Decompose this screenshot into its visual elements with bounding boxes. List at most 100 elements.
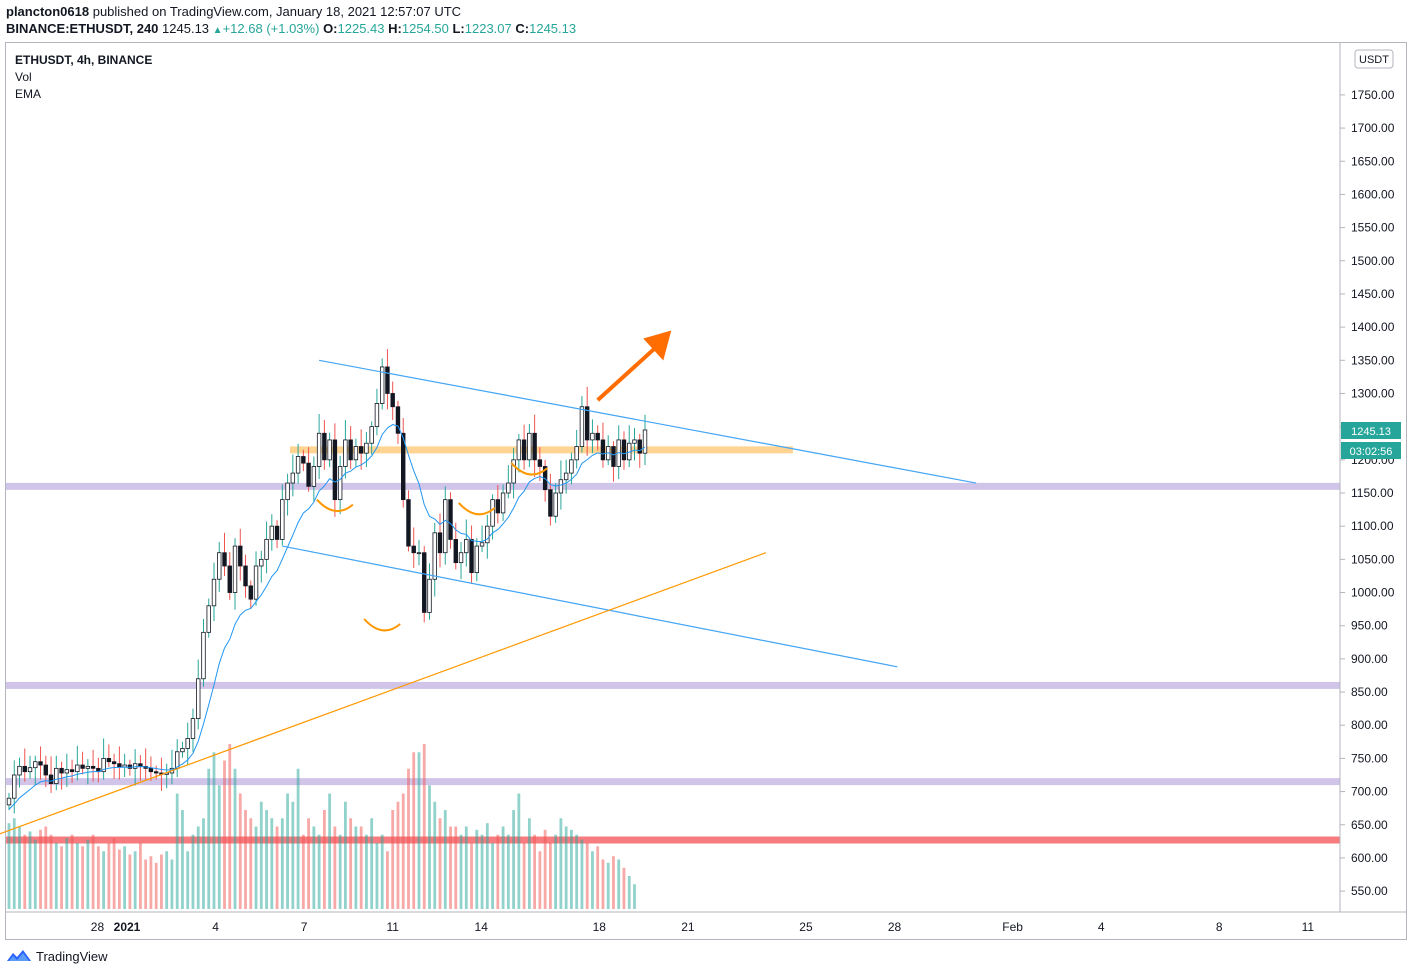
volume-bar [407, 768, 410, 909]
volume-bar [512, 810, 515, 909]
volume-bar [543, 829, 547, 909]
tradingview-logo-icon [7, 950, 31, 961]
price-axis: 550.00 600.00 650.00 700.00 750.00 800.00 850.… [1340, 88, 1395, 898]
volume-bar [96, 846, 100, 909]
time-tick-label: 28 [91, 920, 105, 934]
up-arrow-icon: ▲ [212, 25, 223, 36]
candle-body [232, 545, 238, 593]
candle-body [537, 459, 543, 467]
candle-body [590, 432, 595, 441]
candle-body [432, 532, 437, 580]
purple-support-zone [6, 778, 1340, 786]
volume-bar [238, 793, 242, 909]
blue-trendline [319, 359, 977, 484]
time-tick-label: 2021 [114, 920, 141, 934]
candle-body [358, 446, 364, 454]
volume-bar [181, 810, 184, 909]
volume-bar [506, 834, 510, 909]
candle-body [642, 429, 648, 454]
orange-resistance-band [290, 446, 793, 454]
candle-body [548, 489, 553, 517]
volume-bar [249, 818, 253, 909]
volume-bar [75, 843, 79, 909]
candle-body [101, 758, 106, 773]
price-tick-label: 1600.00 [1351, 187, 1395, 201]
red-support-zone [6, 836, 1340, 844]
volume-bar [475, 829, 479, 909]
candle-body [274, 525, 280, 540]
candle-body [574, 446, 579, 461]
pattern-arc [363, 618, 401, 632]
legend-symbol[interactable]: ETHUSDT, 4h, BINANCE [15, 53, 153, 67]
candle-body [306, 462, 311, 487]
price-tick-label: 850.00 [1351, 685, 1388, 699]
candle-body [222, 552, 227, 567]
volume-bar [470, 843, 473, 909]
open-label: O: [323, 21, 338, 36]
candle-body [353, 446, 359, 461]
candle-body [563, 472, 569, 481]
candle-body [553, 492, 558, 517]
blue-trendline [282, 545, 898, 668]
time-tick-label: 8 [1216, 920, 1223, 934]
volume-bar [380, 834, 384, 909]
high-label: H: [388, 21, 402, 36]
volume-bar [117, 849, 121, 909]
candle-body [343, 439, 348, 467]
volume-bar [286, 793, 289, 909]
volume-bar [612, 856, 615, 909]
legend-ema[interactable]: EMA [15, 87, 42, 101]
volume-bar [39, 829, 42, 909]
volume-bar [154, 862, 158, 909]
volume-bar [86, 839, 90, 909]
candle-body [217, 552, 222, 580]
volume-bar [296, 768, 300, 909]
candle-body [464, 539, 469, 554]
volume-bar [365, 834, 368, 909]
candle-body [422, 552, 427, 613]
currency-badge[interactable]: USDT [1354, 49, 1394, 69]
candle-body [295, 456, 301, 474]
volume-bar [317, 834, 321, 909]
symbol-label: BINANCE:ETHUSDT, 240 [6, 21, 159, 36]
purple-support-zone [6, 482, 1340, 490]
candle-body [85, 765, 91, 769]
candle-body [322, 432, 327, 461]
price-tick-label: 1000.00 [1351, 586, 1395, 600]
volume-bar [449, 826, 452, 909]
volume-bar [585, 843, 589, 909]
volume-bar [322, 810, 326, 909]
tradingview-footer[interactable]: TradingView [6, 948, 108, 964]
candle-body [54, 767, 59, 785]
volume-bar [312, 826, 316, 909]
volume-bar [275, 826, 279, 909]
volume-bar [44, 826, 48, 909]
last-price-tag: 1245.13 03:02:56 [1341, 422, 1401, 459]
candle-body [227, 565, 232, 593]
candle-body [153, 771, 159, 774]
candle-body [569, 459, 574, 474]
candle-body [280, 499, 285, 540]
candle-body [611, 446, 616, 467]
legend-volume[interactable]: Vol [15, 70, 32, 84]
orange-trendline [0, 552, 767, 835]
time-tick-label: 11 [1302, 920, 1315, 934]
candle-body [406, 499, 411, 547]
volume-bar [244, 810, 247, 909]
volume-bar [438, 818, 442, 909]
volume-bar [570, 829, 573, 909]
author-name[interactable]: plancton0618 [6, 4, 90, 19]
candle-body [364, 442, 369, 454]
volume-bar [165, 851, 169, 909]
pattern-arc [458, 502, 496, 516]
chart-frame[interactable] [5, 42, 1407, 940]
volume-bar [280, 818, 284, 909]
volume-bar [480, 834, 484, 909]
price-tick-label: 1500.00 [1351, 254, 1395, 268]
low-value: 1223.07 [464, 21, 512, 36]
candle-body [521, 439, 527, 461]
candle-body [621, 439, 627, 461]
volume-bar [259, 801, 263, 909]
ohlc-header: BINANCE:ETHUSDT, 240 1245.13 ▲+12.68 (+1… [6, 21, 576, 36]
